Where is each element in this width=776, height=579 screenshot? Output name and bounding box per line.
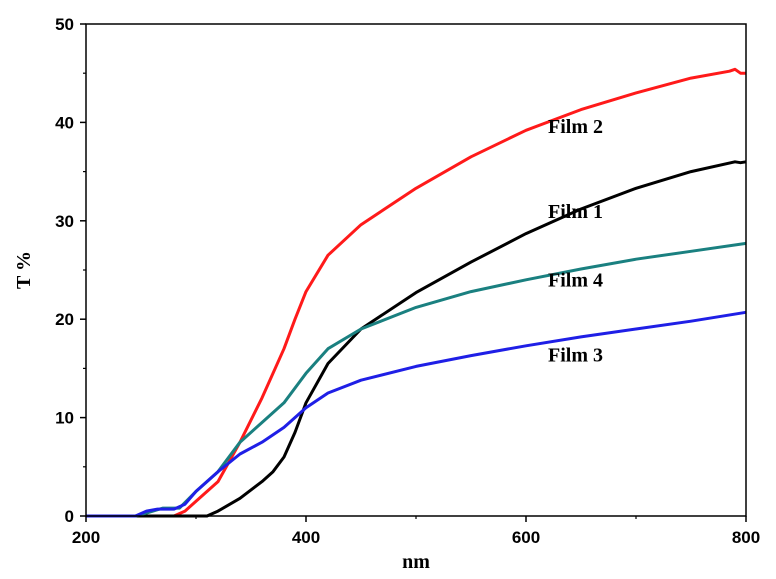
x-tick-label: 800 — [732, 528, 760, 547]
x-tick-label: 400 — [292, 528, 320, 547]
series-label-film-3: Film 3 — [548, 345, 603, 367]
x-tick-label: 200 — [72, 528, 100, 547]
y-tick-label: 30 — [55, 212, 74, 231]
series-label-film-1: Film 1 — [548, 201, 603, 223]
y-tick-label: 50 — [55, 15, 74, 34]
x-axis-title: nm — [402, 551, 430, 573]
series-line-film-4 — [86, 241, 747, 518]
series-line-film-3 — [86, 310, 747, 518]
x-tick-label: 600 — [512, 528, 540, 547]
series-label-film-2: Film 2 — [548, 116, 603, 138]
series-line-film-2 — [86, 67, 746, 518]
y-tick-label: 40 — [55, 113, 74, 132]
ticks-layer: 200 400 600 800 0 10 20 30 40 50 — [55, 15, 760, 547]
y-axis-title: T % — [13, 251, 35, 289]
series-layer — [86, 67, 747, 518]
y-tick-label: 20 — [55, 310, 74, 329]
labels-layer: Film 2 Film 1 Film 4 Film 3 — [548, 116, 603, 366]
plot-frame — [85, 23, 747, 517]
series-label-film-4: Film 4 — [548, 270, 603, 292]
series-line-film-1 — [86, 160, 747, 518]
y-tick-label: 0 — [65, 507, 74, 526]
y-tick-label: 10 — [55, 409, 74, 428]
